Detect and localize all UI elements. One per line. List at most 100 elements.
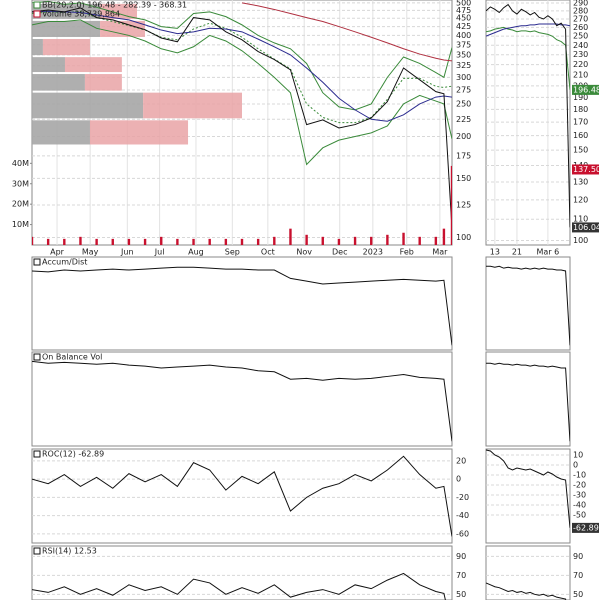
y-tick-label: 240 xyxy=(573,41,588,50)
volume-by-price-down xyxy=(89,120,189,145)
y2-tick-label: 30M xyxy=(12,179,29,188)
plot-area xyxy=(32,360,452,442)
legend-swatch xyxy=(33,547,41,555)
volume-bar xyxy=(79,236,82,245)
y-tick-label: 50 xyxy=(573,590,583,599)
volume-bar xyxy=(46,238,50,245)
volume-by-price-down xyxy=(42,38,90,56)
plot-area xyxy=(32,555,452,600)
legend-swatch xyxy=(33,450,41,458)
x-tick-label: Oct xyxy=(261,248,275,257)
volume-by-price-down xyxy=(64,57,122,73)
volume-bar xyxy=(442,228,446,245)
series-line xyxy=(32,7,452,230)
x-tick-label: Apr xyxy=(50,248,65,257)
y-tick-label: 90 xyxy=(456,552,466,561)
volume-bar xyxy=(176,238,179,245)
y-tick-label: 0 xyxy=(573,461,578,470)
volume-bar xyxy=(353,236,357,245)
series-line xyxy=(32,360,452,442)
y-tick-label: 130 xyxy=(573,177,588,186)
volume-bar xyxy=(402,232,405,245)
volume-by-price-down xyxy=(100,3,137,19)
y2-tick-label: 10M xyxy=(12,220,29,229)
y-tick-label: 180 xyxy=(573,105,588,114)
value-box-label: 106.04 xyxy=(573,223,600,232)
volume-bar xyxy=(418,236,421,245)
volume-bar xyxy=(240,238,244,245)
y-tick-label: 475 xyxy=(456,6,471,15)
legend-swatch xyxy=(33,353,41,361)
volume-bar xyxy=(95,238,98,245)
legend-swatch xyxy=(33,10,41,18)
volume-bar xyxy=(111,238,114,245)
x-tick-label: Aug xyxy=(188,248,204,257)
volume-bar xyxy=(224,238,228,245)
y-tick-label: 300 xyxy=(456,73,471,82)
volume-bar xyxy=(289,228,292,245)
volume-bar xyxy=(160,236,163,245)
y-tick-label: -50 xyxy=(573,511,586,520)
volume-bar xyxy=(63,238,66,245)
y-tick-label: 200 xyxy=(456,132,471,141)
legend-label: Volume 38,739,864 xyxy=(42,10,120,19)
panel-frame xyxy=(485,545,571,600)
volume-by-price-down xyxy=(84,74,122,91)
x-tick-label: Feb xyxy=(400,248,414,257)
volume-bar xyxy=(321,236,324,245)
y-tick-label: -10 xyxy=(573,471,586,480)
y-tick-label: 160 xyxy=(573,131,588,140)
x-tick-label: Mar 6 xyxy=(537,248,560,257)
y-tick-label: 270 xyxy=(573,14,588,23)
series-line xyxy=(32,572,446,600)
volume-bar xyxy=(208,238,211,245)
y-tick-label: 90 xyxy=(573,552,583,561)
value-box-label: 196.48 xyxy=(573,85,600,94)
volume-by-price-up xyxy=(32,92,144,119)
y-tick-label: 20 xyxy=(456,456,466,465)
x-tick-label: Jul xyxy=(154,248,165,257)
volume-bar xyxy=(256,238,260,245)
y-tick-label: 190 xyxy=(573,93,588,102)
y-tick-label: 0 xyxy=(456,475,461,484)
series-line xyxy=(32,0,452,111)
y-tick-label: 175 xyxy=(456,151,471,160)
x-tick-label: 21 xyxy=(512,248,522,257)
volume-by-price-up xyxy=(32,38,43,56)
series-line xyxy=(32,455,452,537)
plot-area xyxy=(32,455,452,537)
y-tick-label: 325 xyxy=(456,61,471,70)
y-tick-label: 70 xyxy=(573,571,583,580)
legend-label: ROC(12) -62.89 xyxy=(42,450,104,459)
x-tick-label: Nov xyxy=(296,248,312,257)
y-tick-label: 125 xyxy=(456,200,471,209)
legend-label: RSI(14) 12.53 xyxy=(42,547,97,556)
y-tick-label: 210 xyxy=(573,71,588,80)
legend-swatch xyxy=(33,258,41,266)
volume-by-price-up xyxy=(32,57,65,73)
panel-frame xyxy=(485,256,571,351)
x-tick-label: Dec xyxy=(332,248,347,257)
volume-bar xyxy=(337,238,341,245)
volume-by-price-down xyxy=(100,20,145,37)
volume-bar xyxy=(143,238,147,245)
y-tick-label: -30 xyxy=(573,491,586,500)
y-tick-label: -60 xyxy=(456,529,469,538)
series-line xyxy=(241,2,452,62)
panel-frame xyxy=(31,256,453,351)
volume-by-price-up xyxy=(32,74,85,91)
y-tick-label: 290 xyxy=(573,0,588,8)
series-line xyxy=(32,10,452,122)
plot-area xyxy=(486,265,570,346)
series-line xyxy=(32,266,452,346)
y-tick-label: 280 xyxy=(573,6,588,15)
y2-tick-label: 40M xyxy=(12,159,29,168)
y-tick-label: 450 xyxy=(456,14,471,23)
plot-area xyxy=(32,266,452,346)
legend-label: BB(20,2.0) 196.48 - 282.39 - 368.31 xyxy=(42,1,187,10)
volume-bar xyxy=(305,234,308,245)
x-tick-label: 13 xyxy=(490,248,500,257)
value-box xyxy=(572,522,599,533)
y-tick-label: 110 xyxy=(573,215,588,224)
